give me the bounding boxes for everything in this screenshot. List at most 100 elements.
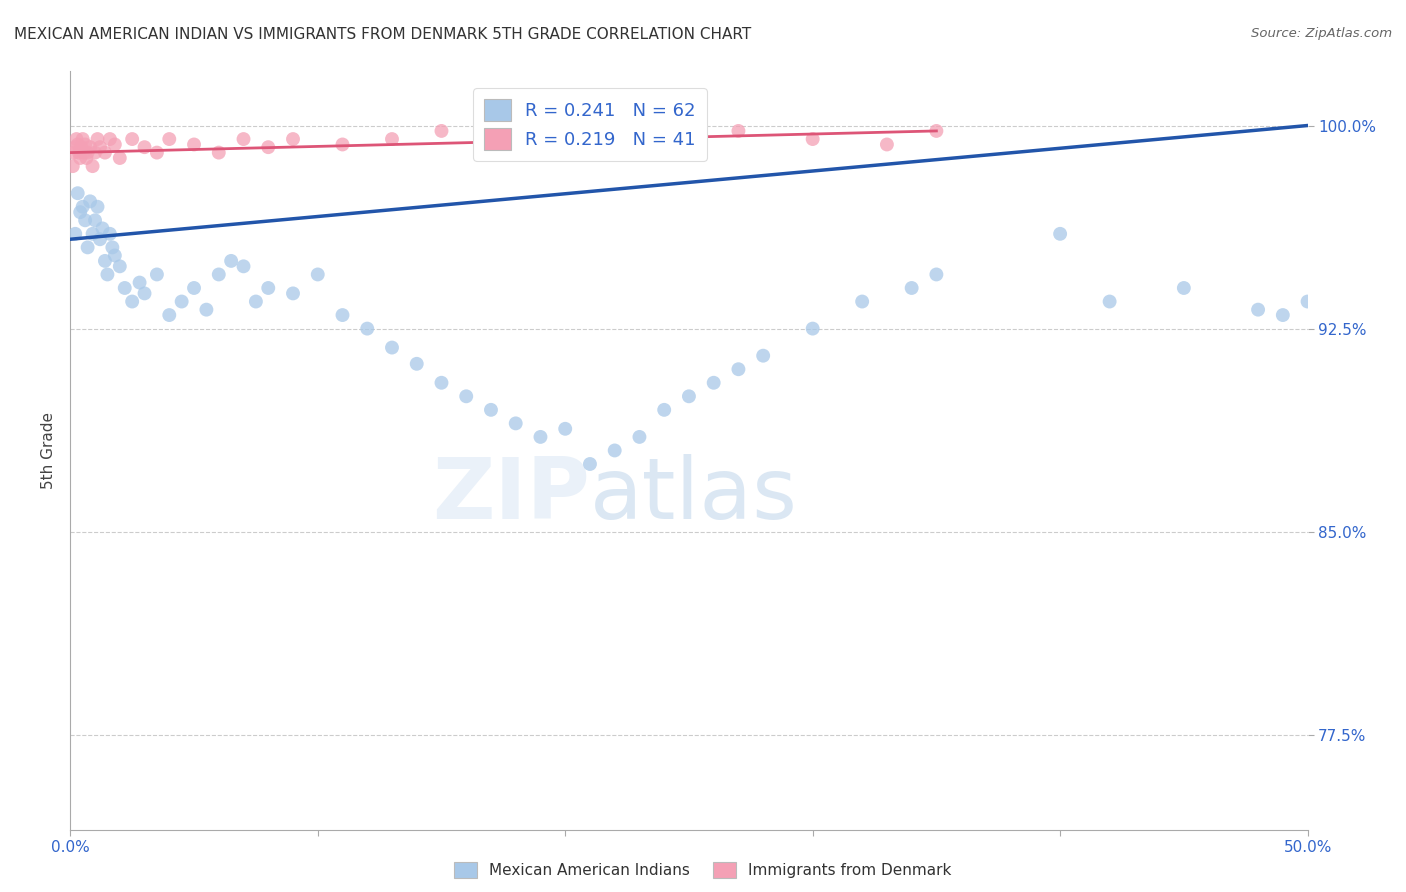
Point <box>232 132 254 146</box>
Point <box>801 321 824 335</box>
Point <box>1173 281 1195 295</box>
Point <box>195 302 218 317</box>
Point <box>157 308 180 322</box>
Point <box>332 308 354 322</box>
Point <box>183 137 205 152</box>
Point <box>703 376 725 390</box>
Point <box>652 402 675 417</box>
Text: MEXICAN AMERICAN INDIAN VS IMMIGRANTS FROM DENMARK 5TH GRADE CORRELATION CHART: MEXICAN AMERICAN INDIAN VS IMMIGRANTS FR… <box>14 27 751 42</box>
Point <box>925 124 948 138</box>
Point <box>66 186 89 201</box>
Point <box>232 260 254 274</box>
Point <box>146 268 169 282</box>
Point <box>505 417 527 431</box>
Point <box>257 140 280 154</box>
Point <box>89 232 111 246</box>
Point <box>652 132 675 146</box>
Point <box>727 124 749 138</box>
Point <box>89 140 111 154</box>
Point <box>900 281 922 295</box>
Point <box>281 286 304 301</box>
Legend: Mexican American Indians, Immigrants from Denmark: Mexican American Indians, Immigrants fro… <box>449 856 957 884</box>
Point <box>94 253 117 268</box>
Point <box>84 145 107 160</box>
Point <box>1049 227 1071 241</box>
Point <box>94 145 117 160</box>
Point <box>86 200 108 214</box>
Point <box>925 268 948 282</box>
Point <box>430 124 453 138</box>
Point <box>603 443 626 458</box>
Point <box>752 349 775 363</box>
Point <box>65 140 87 154</box>
Point <box>456 389 478 403</box>
Point <box>73 145 96 160</box>
Point <box>876 137 898 152</box>
Point <box>128 276 150 290</box>
Point <box>851 294 873 309</box>
Point <box>86 132 108 146</box>
Point <box>96 268 118 282</box>
Point <box>727 362 749 376</box>
Point <box>579 457 602 471</box>
Point <box>381 341 404 355</box>
Point <box>76 240 98 254</box>
Text: Source: ZipAtlas.com: Source: ZipAtlas.com <box>1251 27 1392 40</box>
Point <box>66 137 89 152</box>
Point <box>63 145 86 160</box>
Point <box>146 145 169 160</box>
Legend: R = 0.241   N = 62, R = 0.219   N = 41: R = 0.241 N = 62, R = 0.219 N = 41 <box>472 88 707 161</box>
Point <box>405 357 427 371</box>
Point <box>79 140 101 154</box>
Point <box>628 430 651 444</box>
Point <box>121 132 143 146</box>
Point <box>76 145 98 160</box>
Point <box>91 221 114 235</box>
Point <box>98 227 121 241</box>
Point <box>430 376 453 390</box>
Point <box>108 260 131 274</box>
Point <box>75 137 97 152</box>
Point <box>104 137 127 152</box>
Y-axis label: 5th Grade: 5th Grade <box>41 412 56 489</box>
Point <box>479 402 502 417</box>
Point <box>208 268 231 282</box>
Point <box>70 140 93 154</box>
Point <box>157 132 180 146</box>
Point <box>69 151 91 165</box>
Text: ZIP: ZIP <box>432 454 591 538</box>
Point <box>72 132 94 146</box>
Point <box>307 268 329 282</box>
Point <box>101 240 124 254</box>
Point <box>356 321 378 335</box>
Point <box>65 227 87 241</box>
Point <box>79 194 101 209</box>
Point <box>257 281 280 295</box>
Point <box>75 213 97 227</box>
Point <box>114 281 136 295</box>
Point <box>529 430 551 444</box>
Point <box>1296 294 1319 309</box>
Point <box>332 137 354 152</box>
Point <box>72 200 94 214</box>
Point <box>219 253 242 268</box>
Point <box>579 137 602 152</box>
Point <box>281 132 304 146</box>
Point <box>381 132 404 146</box>
Point <box>208 145 231 160</box>
Point <box>1247 302 1270 317</box>
Point <box>65 132 87 146</box>
Point <box>75 151 97 165</box>
Point <box>1098 294 1121 309</box>
Point <box>134 286 156 301</box>
Point <box>554 422 576 436</box>
Point <box>183 281 205 295</box>
Point <box>98 132 121 146</box>
Point <box>84 213 107 227</box>
Point <box>104 248 127 262</box>
Point <box>108 151 131 165</box>
Point <box>245 294 267 309</box>
Point <box>82 159 104 173</box>
Point <box>121 294 143 309</box>
Text: atlas: atlas <box>591 454 799 538</box>
